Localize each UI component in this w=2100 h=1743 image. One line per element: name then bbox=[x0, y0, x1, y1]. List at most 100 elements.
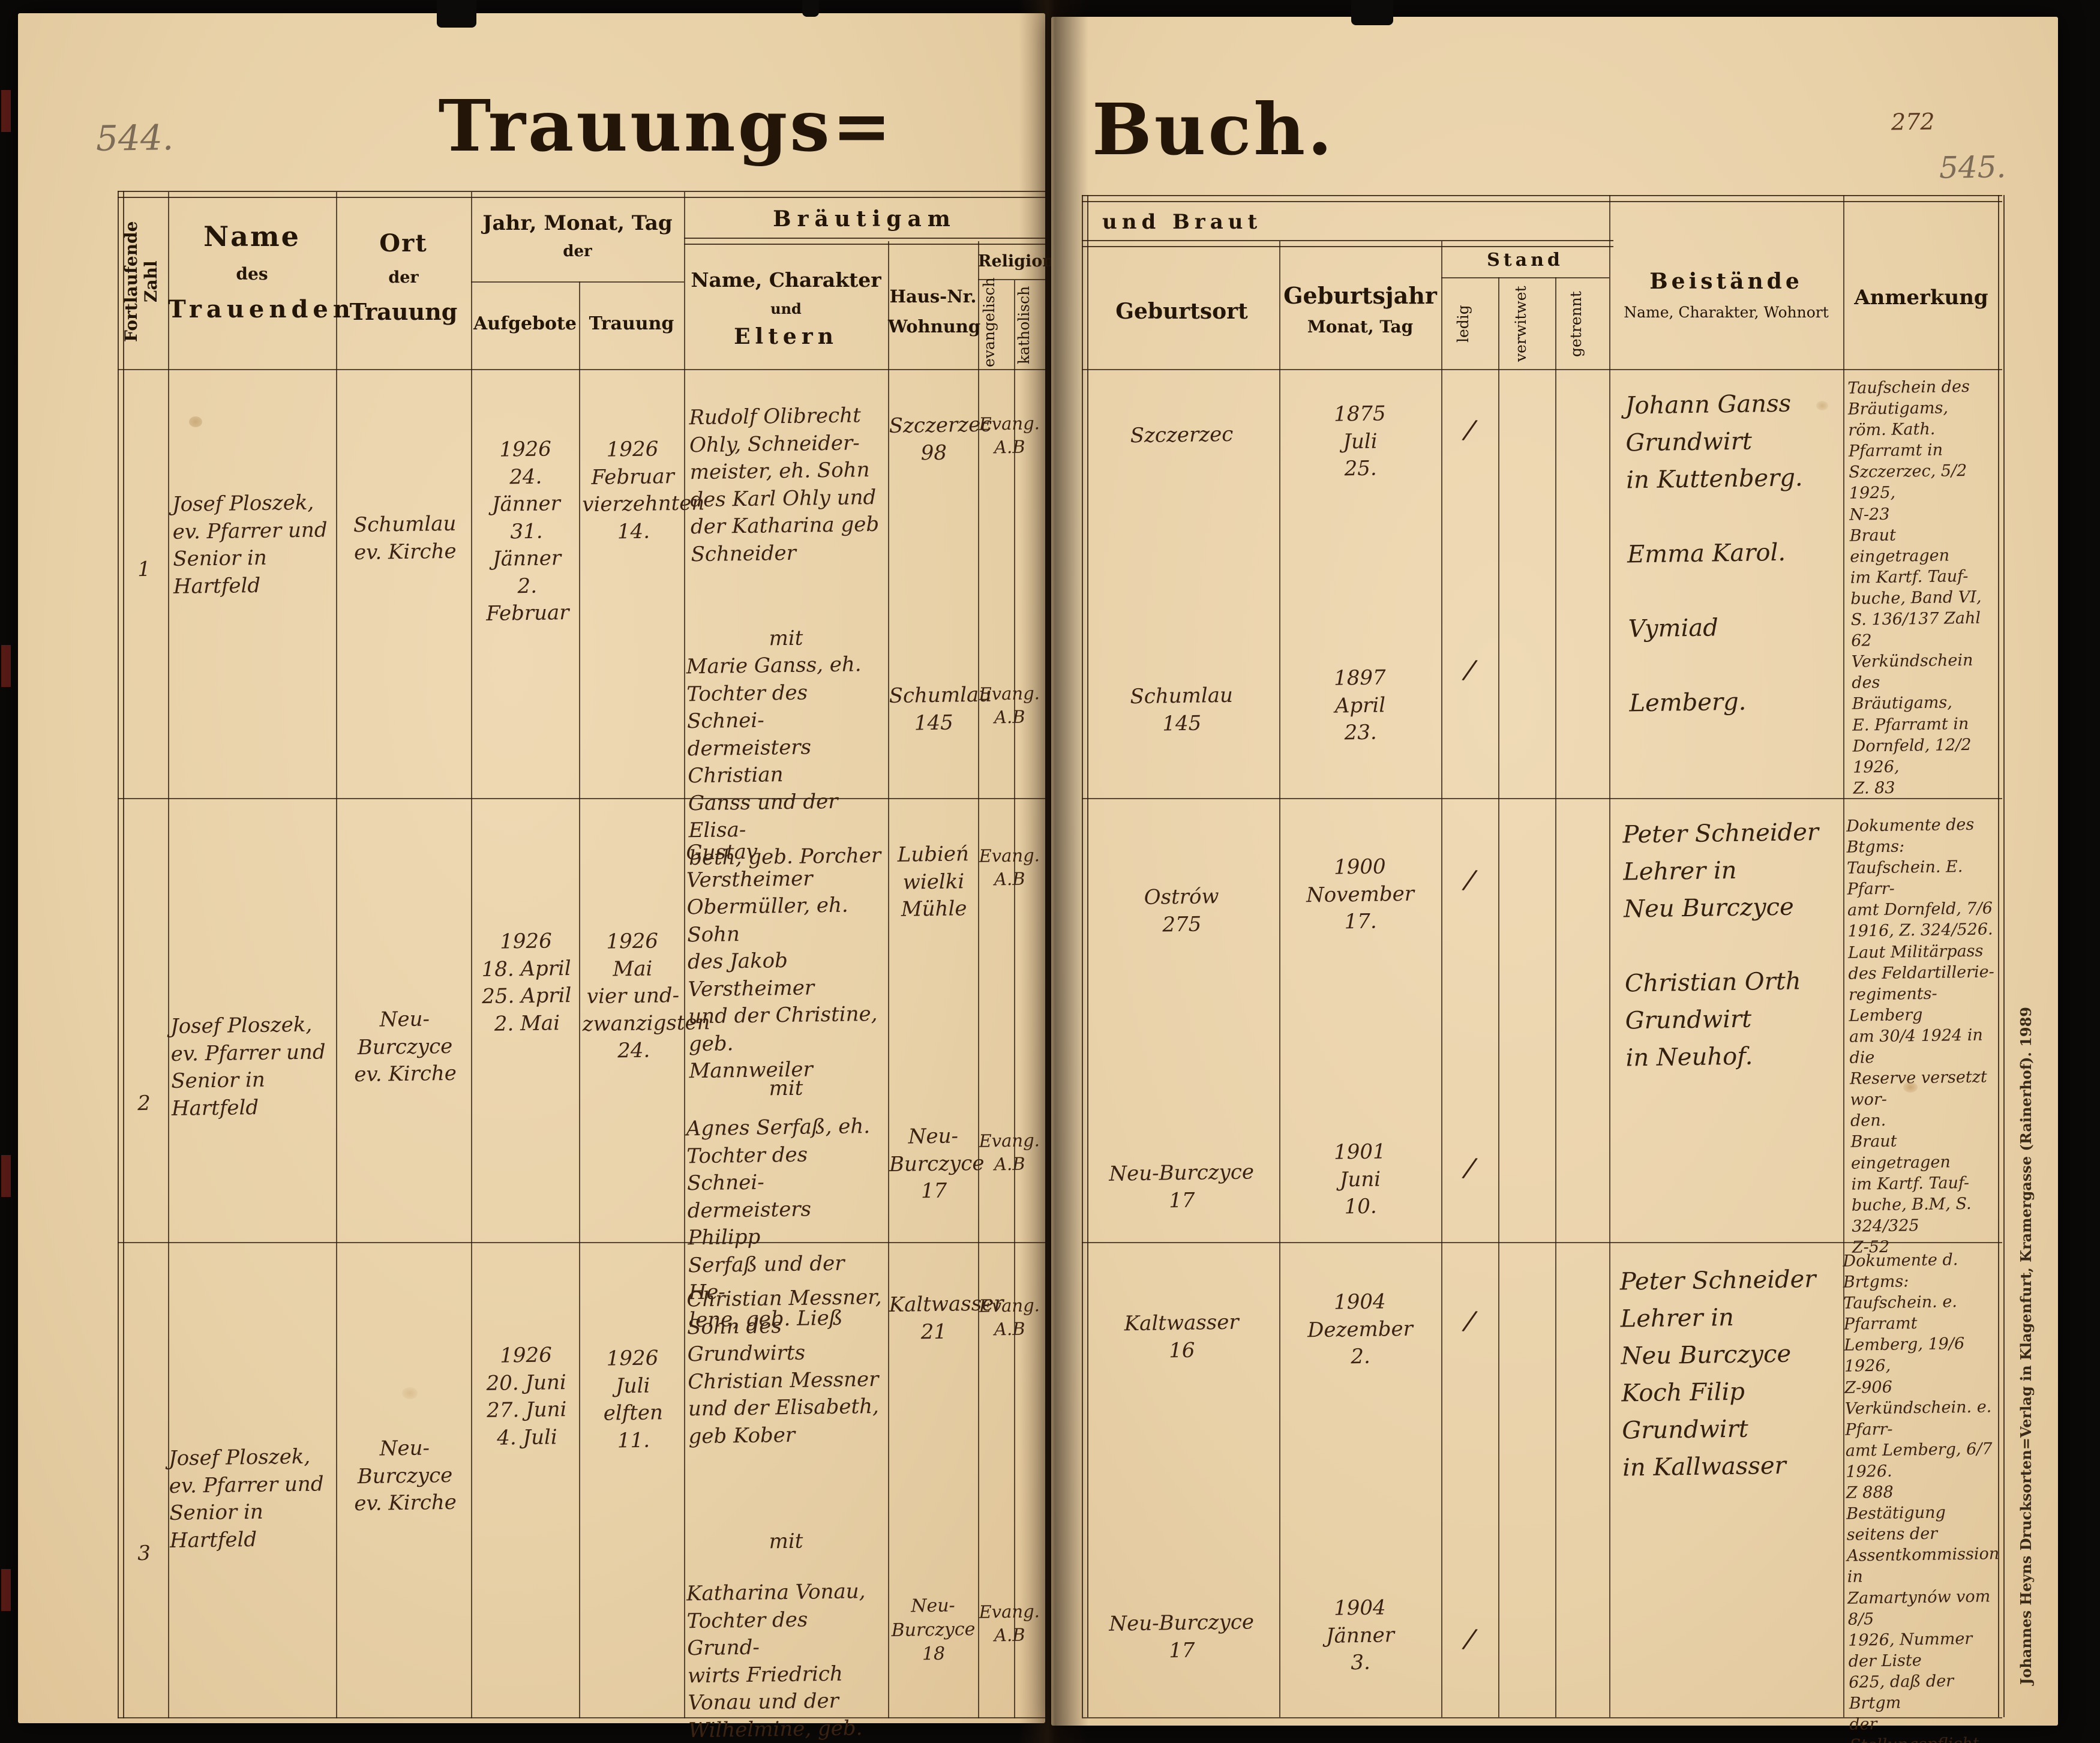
entry-3-bride-ledig-mark: / bbox=[1463, 1623, 1477, 1655]
col-header-name-3: Trauenden bbox=[168, 295, 355, 323]
book-title-right: Buch. bbox=[1092, 88, 1335, 171]
grid-line bbox=[118, 798, 1045, 799]
col-header-aufgebote: Aufgebote bbox=[473, 313, 577, 334]
entry-2-officiant: Josef Ploszek, ev. Pfarrer und Senior in… bbox=[170, 1012, 326, 1121]
grid-line bbox=[684, 192, 685, 1718]
entry-3-number: 3 bbox=[137, 1541, 151, 1566]
entry-2-bride-geburtsort: Neu-Burczyce 17 bbox=[1109, 1160, 1255, 1213]
grid-line bbox=[1082, 240, 1613, 247]
col-header-katholisch: katholisch bbox=[1015, 286, 1033, 365]
entry-1-groom-geburtsjahr: 1875 Juli 25. bbox=[1333, 401, 1386, 481]
entry-2-groom-geburtsort: Ostrów 275 bbox=[1144, 884, 1219, 937]
entry-1-beistaende: Johann Ganss Grundwirt in Kuttenberg. Em… bbox=[1625, 389, 1803, 718]
entry-3-groom-ledig-mark: / bbox=[1463, 1305, 1477, 1337]
entry-3-groom-geburtsjahr: 1904 Dezember 2. bbox=[1307, 1289, 1414, 1369]
entry-1-mit: mit bbox=[769, 626, 803, 651]
stain-spot bbox=[402, 1387, 418, 1399]
entry-3-bride-geburtsjahr: 1904 Jänner 3. bbox=[1325, 1595, 1395, 1675]
entry-1-bride-geburtsort: Schumlau 145 bbox=[1130, 683, 1234, 736]
entry-2-beistaende: Peter Schneider Lehrer in Neu Burczyce C… bbox=[1622, 818, 1819, 1072]
entry-2-ort: Neu-Burczyce ev. Kirche bbox=[354, 1007, 457, 1087]
grid-line bbox=[978, 279, 1045, 280]
stain-spot bbox=[189, 416, 202, 427]
entry-1-groom-ledig-mark: / bbox=[1463, 414, 1477, 446]
entry-1-bride-geburtsjahr: 1897 April 23. bbox=[1333, 665, 1386, 745]
entry-1-ort: Schumlau ev. Kirche bbox=[353, 511, 457, 565]
col-header-evangelisch: evangelisch bbox=[980, 277, 998, 367]
mounting-clip bbox=[802, 0, 819, 17]
entry-3-groom-wohnung: Kaltwasser 21 bbox=[889, 1291, 1004, 1344]
grid-line bbox=[471, 281, 684, 283]
edge-mark bbox=[1, 1569, 11, 1611]
col-header-hausnr-1: Haus-Nr. bbox=[889, 286, 977, 307]
grid-line bbox=[1082, 1717, 2002, 1718]
grid-line bbox=[1082, 798, 2002, 799]
entry-1-groom-parents: Rudolf Olibrecht Ohly, Schneider- meiste… bbox=[689, 403, 880, 566]
entry-2-bride-wohnung: Neu- Burczyce 17 bbox=[889, 1124, 985, 1204]
entry-1-groom-geburtsort: Szczerzec bbox=[1130, 422, 1234, 448]
grid-line bbox=[1279, 241, 1280, 1717]
grid-line bbox=[888, 241, 889, 1718]
col-header-stand: Stand bbox=[1487, 250, 1564, 271]
entry-2-number: 2 bbox=[137, 1091, 151, 1116]
edge-mark bbox=[1, 90, 11, 132]
book-title-left: Trauungs= bbox=[438, 84, 894, 167]
col-header-ort-2: der bbox=[388, 268, 419, 287]
grid-line bbox=[1555, 277, 1556, 1717]
col-header-verwitwet: verwitwet bbox=[1512, 286, 1529, 362]
grid-line bbox=[168, 192, 169, 1718]
grid-line bbox=[1082, 195, 2002, 202]
col-header-anmerkung: Anmerkung bbox=[1854, 286, 1988, 310]
grid-line bbox=[118, 1717, 1045, 1718]
col-header-beistaende-2: Name, Charakter, Wohnort bbox=[1624, 304, 1829, 321]
entry-1-officiant: Josef Ploszek, ev. Pfarrer und Senior in… bbox=[172, 490, 328, 599]
grid-line bbox=[1441, 241, 1442, 1717]
entry-2-groom-ledig-mark: / bbox=[1463, 864, 1477, 896]
entry-3-groom-religion: Evang. A.B bbox=[979, 1295, 1040, 1340]
grid-line bbox=[1082, 1242, 2002, 1243]
entry-2-bride-ledig-mark: / bbox=[1463, 1152, 1477, 1184]
col-header-eltern: Eltern bbox=[734, 324, 838, 349]
entry-1-bride-ledig-mark: / bbox=[1463, 654, 1477, 686]
col-header-name-1: Name bbox=[203, 220, 301, 253]
entry-3-trauung-datum: 1926 Juli elften 11. bbox=[603, 1346, 664, 1453]
grid-line bbox=[1843, 195, 1844, 1717]
right-page: 272 545. Buch. und Braut Geburtsort Gebu… bbox=[1051, 17, 2058, 1743]
entry-3-ort: Neu-Burczyce ev. Kirche bbox=[354, 1436, 457, 1516]
col-header-und: und bbox=[770, 300, 802, 317]
grid-line bbox=[1441, 277, 1609, 278]
entry-2-mit: mit bbox=[769, 1076, 803, 1101]
entry-2-groom-parents: Gustav Verstheimer Obermüller, eh. Sohn … bbox=[686, 839, 878, 1084]
grid-line bbox=[118, 369, 1045, 370]
entry-2-groom-religion: Evang. A.B bbox=[979, 845, 1040, 890]
entry-3-anmerkung: Dokumente d. Brtgms: Taufschein. e. Pfar… bbox=[1843, 1250, 2000, 1743]
col-header-geburtsjahr-2: Monat, Tag bbox=[1307, 317, 1414, 337]
entry-2-bride-religion: Evang. A.B bbox=[979, 1130, 1040, 1175]
col-header-religion: Religion bbox=[978, 252, 1054, 271]
grid-line bbox=[118, 191, 1045, 198]
col-header-fortlaufende-zahl: Fortlaufende Zahl bbox=[121, 221, 161, 343]
entry-1-number: 1 bbox=[137, 557, 151, 582]
edge-mark bbox=[1, 1155, 11, 1197]
band-und-braut: und Braut bbox=[1102, 210, 1262, 234]
entry-1-bride-wohnung: Schumlau 145 bbox=[889, 682, 992, 735]
grid-line bbox=[1498, 277, 1499, 1717]
col-header-geburtsort: Geburtsort bbox=[1115, 299, 1248, 324]
entry-3-officiant: Josef Ploszek, ev. Pfarrer und Senior in… bbox=[168, 1444, 324, 1553]
entry-2-bride-geburtsjahr: 1901 Juni 10. bbox=[1333, 1139, 1386, 1219]
printer-imprint: Johannes Heyns Drucksorten=Verlag in Kla… bbox=[2017, 1006, 2035, 1685]
entry-3-bride-parents: Katharina Vonau, Tochter des Grund- wirt… bbox=[686, 1579, 866, 1743]
entry-3-bride-wohnung: Neu-Burczyce 18 bbox=[891, 1595, 976, 1665]
col-header-jahr-der: der bbox=[563, 242, 592, 260]
entry-3-mit: mit bbox=[769, 1529, 803, 1554]
entry-3-beistaende: Peter Schneider Lehrer in Neu Burczyce K… bbox=[1619, 1265, 1816, 1482]
grid-line bbox=[978, 241, 979, 1718]
grid-line bbox=[336, 192, 337, 1718]
grid-line bbox=[579, 281, 580, 1718]
grid-line bbox=[684, 238, 1045, 245]
col-header-name-charakter: Name, Charakter bbox=[691, 268, 881, 292]
col-header-ledig: ledig bbox=[1454, 305, 1472, 343]
edge-mark bbox=[1, 645, 11, 687]
entry-3-aufgebote: 1926 20. Juni 27. Juni 4. Juli bbox=[486, 1343, 567, 1450]
entry-2-aufgebote: 1926 18. April 25. April 2. Mai bbox=[481, 929, 572, 1036]
